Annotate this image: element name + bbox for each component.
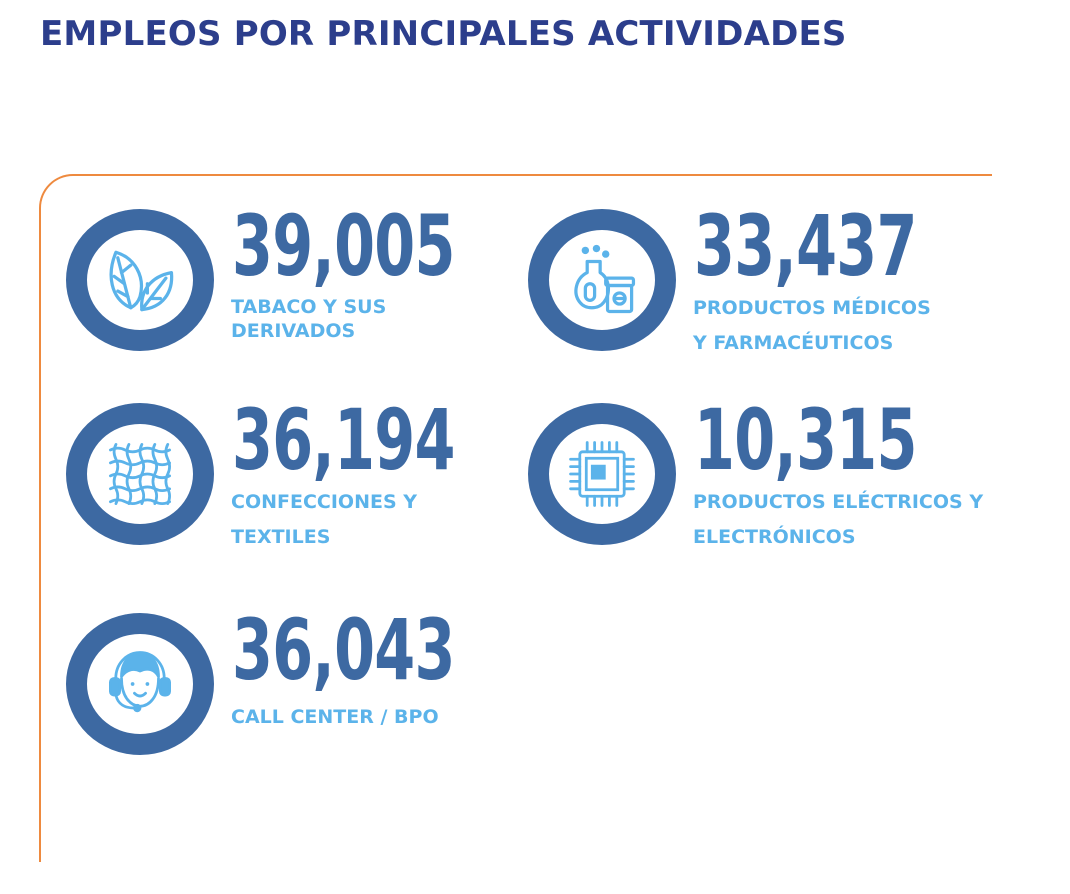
stat-value: 39,005	[232, 197, 455, 295]
stat-label-line: CONFECCIONES Y	[231, 491, 418, 513]
headset-agent-icon	[109, 651, 171, 713]
stat-label: CALL CENTER / BPO	[231, 705, 439, 729]
stat-icon-ring	[528, 209, 676, 351]
stat-label-line: Y FARMACÉUTICOS	[693, 332, 894, 354]
page-title: EMPLEOS POR PRINCIPALES ACTIVIDADES	[40, 14, 847, 54]
fabric-icon	[109, 443, 171, 505]
stat-label-line: ELECTRÓNICOS	[693, 526, 856, 548]
stat-icon-ring	[66, 613, 214, 755]
stat-label-line: CALL CENTER / BPO	[231, 706, 439, 728]
stat-value: 10,315	[694, 391, 917, 489]
chip-icon	[569, 441, 635, 507]
stat-icon-ring	[528, 403, 676, 545]
pharma-icon	[574, 244, 636, 314]
stat-label-line: DERIVADOS	[231, 320, 356, 342]
leaves-icon	[109, 250, 174, 312]
stat-label: CONFECCIONES Y TEXTILES	[231, 485, 417, 555]
stat-value: 36,194	[232, 391, 455, 489]
stat-label-line: TABACO Y SUS	[231, 296, 387, 318]
stat-label: PRODUCTOS ELÉCTRICOS Y ELECTRÓNICOS	[693, 485, 983, 555]
stat-label-line: TEXTILES	[231, 526, 331, 548]
stat-label: PRODUCTOS MÉDICOS Y FARMACÉUTICOS	[693, 291, 931, 361]
content-frame	[39, 174, 992, 862]
stat-label-line: PRODUCTOS MÉDICOS	[693, 297, 931, 319]
stat-icon-ring	[66, 403, 214, 545]
stat-label-line: PRODUCTOS ELÉCTRICOS Y	[693, 491, 984, 513]
stat-value: 36,043	[232, 601, 455, 699]
stat-value: 33,437	[694, 197, 917, 295]
stat-label: TABACO Y SUS DERIVADOS	[231, 295, 386, 343]
stat-icon-ring	[66, 209, 214, 351]
